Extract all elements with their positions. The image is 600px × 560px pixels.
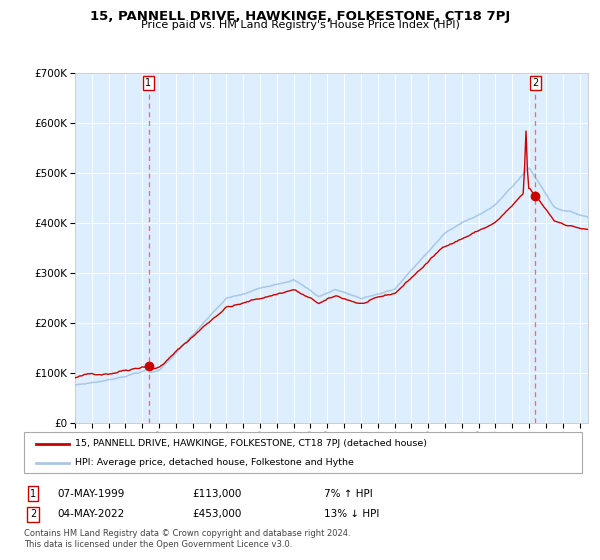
Text: 15, PANNELL DRIVE, HAWKINGE, FOLKESTONE, CT18 7PJ (detached house): 15, PANNELL DRIVE, HAWKINGE, FOLKESTONE,… — [75, 439, 427, 448]
Text: 2: 2 — [30, 509, 36, 519]
Text: £113,000: £113,000 — [192, 489, 241, 499]
Text: HPI: Average price, detached house, Folkestone and Hythe: HPI: Average price, detached house, Folk… — [75, 459, 354, 468]
Text: This data is licensed under the Open Government Licence v3.0.: This data is licensed under the Open Gov… — [24, 540, 292, 549]
Text: 15, PANNELL DRIVE, HAWKINGE, FOLKESTONE, CT18 7PJ: 15, PANNELL DRIVE, HAWKINGE, FOLKESTONE,… — [90, 10, 510, 22]
Text: 13% ↓ HPI: 13% ↓ HPI — [324, 509, 379, 519]
Text: 1: 1 — [145, 78, 152, 88]
Text: Price paid vs. HM Land Registry's House Price Index (HPI): Price paid vs. HM Land Registry's House … — [140, 20, 460, 30]
Text: 1: 1 — [30, 489, 36, 499]
Text: £453,000: £453,000 — [192, 509, 241, 519]
Text: Contains HM Land Registry data © Crown copyright and database right 2024.: Contains HM Land Registry data © Crown c… — [24, 529, 350, 538]
Text: 07-MAY-1999: 07-MAY-1999 — [57, 489, 124, 499]
Text: 2: 2 — [532, 78, 538, 88]
Text: 04-MAY-2022: 04-MAY-2022 — [57, 509, 124, 519]
Text: 7% ↑ HPI: 7% ↑ HPI — [324, 489, 373, 499]
